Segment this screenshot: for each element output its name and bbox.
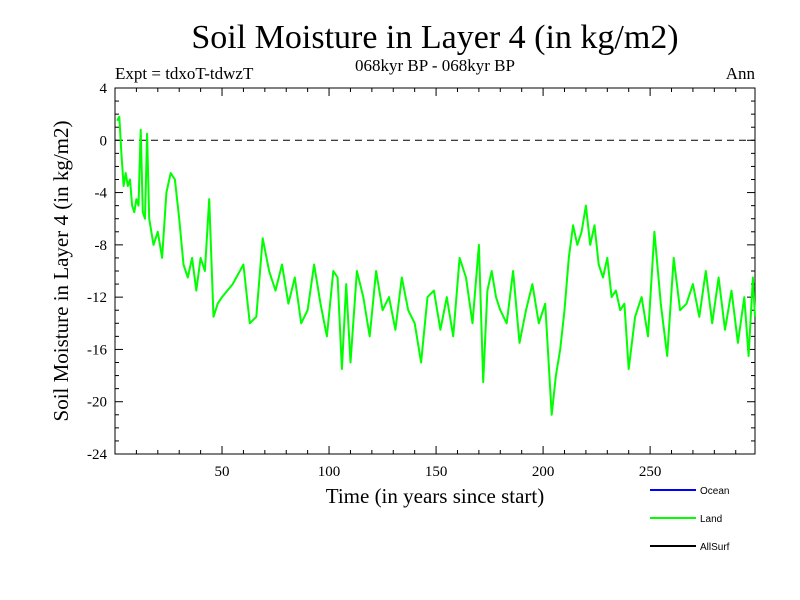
axis-ticks: 50 100 150 200 250 4 0 -4 -8 -12 -16 -20 -24: [87, 81, 755, 480]
y-tick-label: 4: [100, 81, 108, 97]
period-label: 068kyr BP - 068kyr BP: [355, 56, 515, 75]
chart-title: Soil Moisture in Layer 4 (in kg/m2): [191, 19, 678, 56]
legend-label-ocean: Ocean: [700, 486, 729, 497]
x-tick-label: 250: [639, 464, 662, 480]
x-tick-label: 50: [215, 464, 230, 480]
y-tick-label: -8: [95, 238, 108, 254]
legend-label-land: Land: [700, 514, 722, 525]
y-tick-label: -4: [95, 186, 108, 202]
y-tick-label: 0: [100, 133, 108, 149]
experiment-label: Expt = tdxoT-tdwzT: [115, 64, 254, 83]
season-label: Ann: [726, 64, 756, 83]
legend-label-allsurf: AllSurf: [700, 542, 730, 553]
x-tick-label: 150: [425, 464, 448, 480]
y-axis-label: Soil Moisture in Layer 4 (in kg/m2): [49, 121, 73, 422]
y-tick-label: -20: [87, 395, 107, 411]
x-axis-label: Time (in years since start): [326, 484, 545, 508]
series-line-land: [116, 115, 756, 416]
y-tick-label: -16: [87, 342, 107, 358]
legend: Ocean Land AllSurf: [650, 486, 730, 553]
series-lines: [116, 115, 756, 416]
y-tick-label: -24: [87, 447, 107, 463]
y-tick-label: -12: [87, 290, 107, 306]
x-tick-label: 100: [318, 464, 341, 480]
x-tick-label: 200: [532, 464, 555, 480]
